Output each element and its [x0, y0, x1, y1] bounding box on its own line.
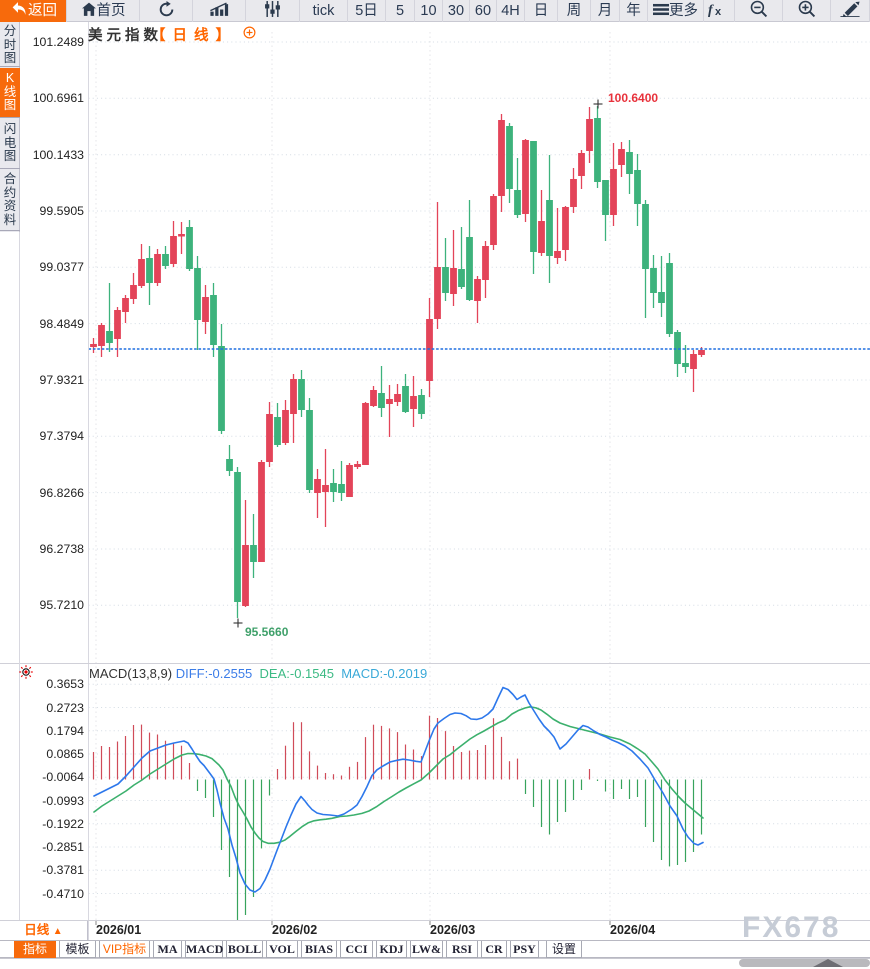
- svg-text:f: f: [708, 3, 714, 17]
- svg-text:x: x: [715, 6, 722, 17]
